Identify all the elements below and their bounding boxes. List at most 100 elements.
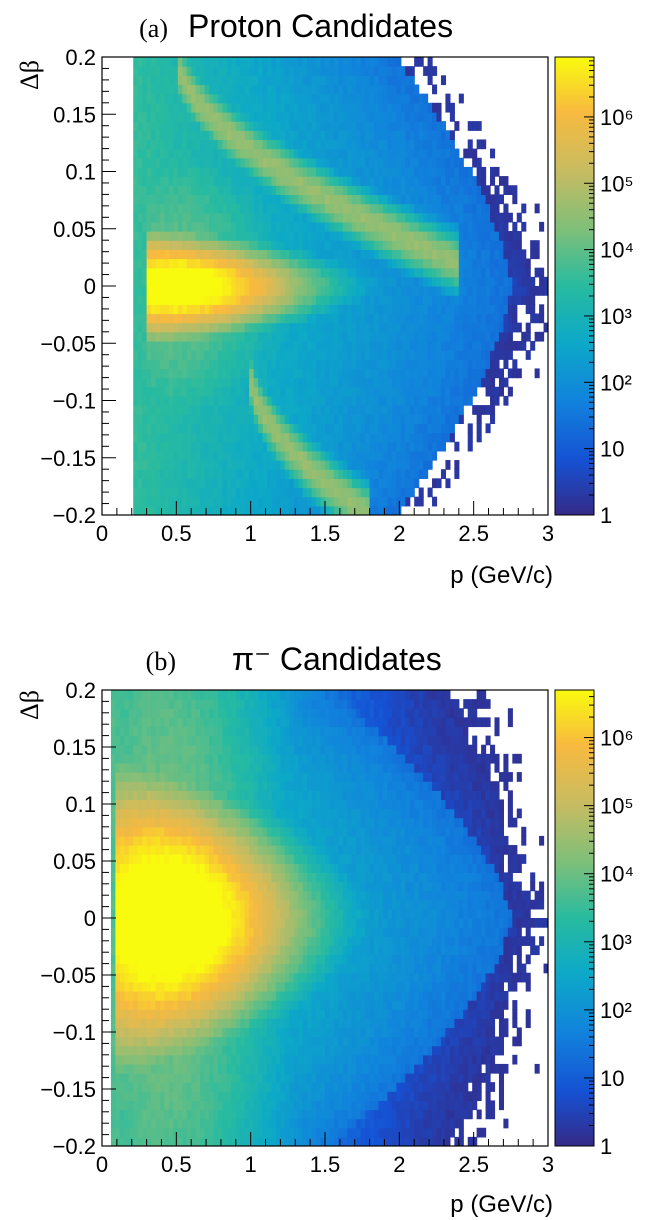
heatmap-cell	[115, 1118, 121, 1129]
heatmap-cell	[275, 340, 281, 351]
heatmap-cell	[391, 304, 397, 315]
heatmap-cell	[476, 212, 482, 223]
heatmap-cell	[423, 231, 429, 241]
heatmap-cell	[490, 331, 496, 342]
heatmap-cell	[378, 368, 384, 379]
heatmap-cell	[307, 185, 313, 195]
heatmap-cell	[356, 157, 362, 168]
heatmap-cell	[360, 249, 366, 260]
heatmap-cell	[391, 405, 397, 415]
heatmap-cell	[240, 368, 246, 379]
heatmap-cell	[173, 717, 179, 728]
heatmap-cell	[298, 111, 304, 122]
heatmap-cell	[115, 744, 121, 755]
heatmap-cell	[298, 157, 304, 168]
heatmap-cell	[173, 359, 179, 370]
heatmap-cell	[173, 322, 179, 333]
heatmap-cell	[374, 148, 380, 159]
heatmap-cell	[396, 130, 402, 141]
heatmap-cell	[333, 258, 339, 269]
heatmap-cell	[512, 340, 518, 351]
heatmap-cell	[258, 111, 264, 122]
heatmap-cell	[168, 945, 174, 956]
heatmap-cell	[351, 130, 357, 141]
heatmap-cell	[347, 166, 353, 177]
heatmap-cell	[182, 139, 188, 150]
heatmap-cell	[289, 148, 295, 159]
heatmap-cell	[481, 295, 487, 305]
heatmap-cell	[333, 359, 339, 370]
heatmap-cell	[365, 221, 371, 232]
heatmap-cell	[142, 1018, 148, 1029]
heatmap-cell	[164, 781, 170, 791]
heatmap-cell	[387, 130, 393, 141]
heatmap-cell	[159, 1118, 166, 1129]
heatmap-cell	[418, 111, 424, 122]
heatmap-cell	[173, 826, 179, 837]
heatmap-cell	[115, 790, 121, 801]
heatmap-cell	[128, 781, 134, 791]
heatmap-cell	[280, 66, 286, 76]
heatmap-cell	[231, 231, 237, 241]
heatmap-cell	[133, 854, 139, 864]
heatmap-cell	[168, 1027, 174, 1038]
heatmap-cell	[360, 286, 366, 296]
heatmap-cell	[209, 249, 215, 260]
heatmap-cell	[414, 166, 420, 177]
heatmap-cell	[400, 231, 406, 241]
heatmap-cell	[280, 166, 286, 177]
heatmap-cell	[244, 505, 250, 515]
heatmap-cell	[347, 231, 353, 241]
heatmap-cell	[168, 139, 174, 150]
heatmap-cell	[222, 139, 228, 150]
heatmap-cell	[231, 111, 237, 122]
heatmap-cell	[240, 93, 246, 104]
heatmap-cell	[186, 1018, 192, 1029]
heatmap-cell	[507, 231, 513, 241]
heatmap-cell	[427, 414, 433, 424]
heatmap-cell	[463, 377, 469, 388]
heatmap-cell	[405, 267, 411, 278]
heatmap-cell	[235, 450, 241, 461]
heatmap-cell	[369, 166, 375, 177]
heatmap-cell	[369, 377, 375, 388]
heatmap-cell	[124, 945, 130, 956]
heatmap-cell	[512, 313, 518, 324]
heatmap-cell	[240, 286, 246, 296]
heatmap-cell	[267, 450, 273, 461]
heatmap-cell	[329, 423, 335, 434]
heatmap-cell	[173, 469, 179, 479]
heatmap-cell	[316, 57, 322, 67]
heatmap-cell	[191, 478, 197, 489]
heatmap-cell	[271, 130, 277, 141]
heatmap-cell	[347, 258, 353, 269]
heatmap-cell	[168, 331, 174, 342]
heatmap-cell	[119, 908, 125, 919]
heatmap-cell	[284, 93, 290, 104]
heatmap-cell	[142, 1136, 148, 1146]
heatmap-cell	[177, 148, 183, 159]
heatmap-cell	[449, 194, 455, 205]
heatmap-cell	[320, 359, 326, 370]
heatmap-cell	[142, 450, 148, 461]
heatmap-cell	[298, 304, 304, 315]
heatmap-cell	[262, 66, 268, 76]
heatmap-cell	[458, 286, 464, 296]
heatmap-cell	[280, 194, 286, 205]
heatmap-cell	[436, 111, 442, 122]
heatmap-cell	[275, 350, 281, 360]
heatmap-cell	[155, 249, 161, 260]
heatmap-cell	[333, 295, 339, 305]
heatmap-cell	[369, 460, 375, 470]
heatmap-cell	[280, 304, 286, 315]
heatmap-cell	[200, 240, 206, 250]
heatmap-cell	[396, 240, 402, 250]
heatmap-cell	[293, 331, 299, 342]
heatmap-cell	[240, 66, 246, 76]
heatmap-cell	[440, 441, 447, 452]
heatmap-cell	[159, 57, 166, 67]
heatmap-cell	[369, 313, 375, 324]
heatmap-cell	[253, 505, 259, 515]
heatmap-cell	[449, 166, 455, 177]
heatmap-cell	[213, 203, 219, 214]
